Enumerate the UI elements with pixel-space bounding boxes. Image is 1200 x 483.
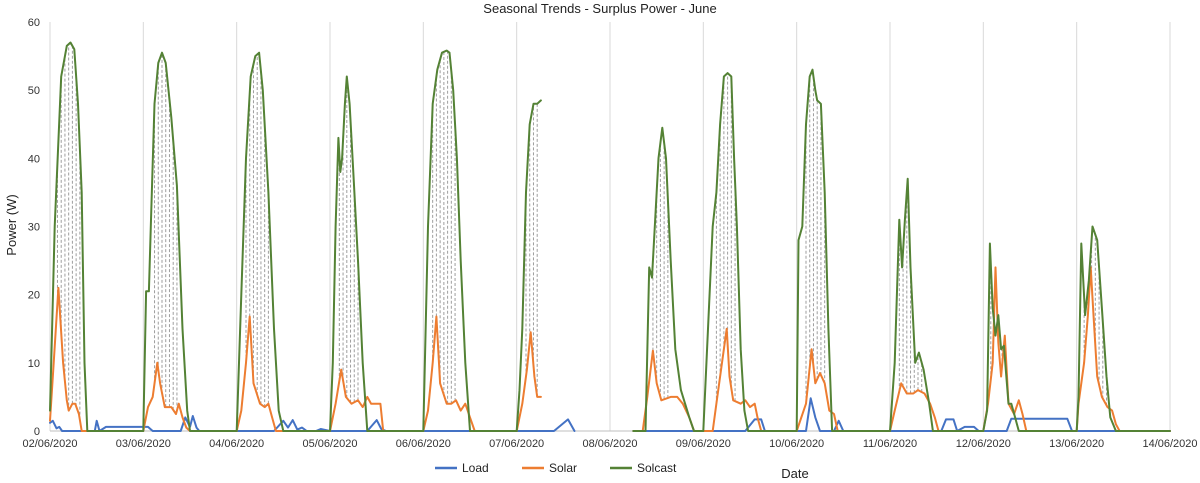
- y-tick-label: 20: [28, 290, 40, 302]
- legend-label-solar: Solar: [549, 461, 577, 475]
- grid: [49, 22, 1171, 432]
- y-tick-label: 0: [34, 426, 40, 438]
- legend-label-load: Load: [462, 461, 489, 475]
- series-line-solcast: [49, 41, 1171, 432]
- x-tick-label: 07/06/2020: [489, 438, 544, 450]
- x-tick-label: 06/06/2020: [396, 438, 451, 450]
- x-tick-label: 10/06/2020: [769, 438, 824, 450]
- chart-title: Seasonal Trends - Surplus Power - June: [483, 1, 716, 16]
- x-ticks: 02/06/2020 03/06/2020 04/06/2020 05/06/2020…: [22, 438, 1197, 450]
- x-tick-label: 03/06/2020: [116, 438, 171, 450]
- y-tick-label: 50: [28, 85, 40, 97]
- legend: Load Solar Solcast: [435, 461, 677, 475]
- x-axis-label: Date: [781, 466, 808, 481]
- y-tick-label: 40: [28, 153, 40, 165]
- x-tick-label: 04/06/2020: [209, 438, 264, 450]
- y-tick-label: 30: [28, 222, 40, 234]
- x-tick-label: 12/06/2020: [956, 438, 1011, 450]
- x-tick-label: 11/06/2020: [863, 438, 917, 450]
- y-axis-label: Power (W): [4, 194, 19, 255]
- x-tick-label: 05/06/2020: [302, 438, 357, 450]
- legend-label-solcast: Solcast: [637, 461, 677, 475]
- x-tick-label: 13/06/2020: [1049, 438, 1104, 450]
- x-tick-label: 02/06/2020: [22, 438, 77, 450]
- y-ticks: 0 10 20 30 40 50 60: [28, 17, 40, 438]
- surplus-drop-lines: [56, 44, 1108, 420]
- y-tick-label: 60: [28, 17, 40, 29]
- x-tick-label: 09/06/2020: [676, 438, 731, 450]
- x-tick-label: 14/06/2020: [1142, 438, 1197, 450]
- y-tick-label: 10: [28, 358, 40, 370]
- series-group: [49, 41, 1171, 432]
- x-tick-label: 08/06/2020: [582, 438, 637, 450]
